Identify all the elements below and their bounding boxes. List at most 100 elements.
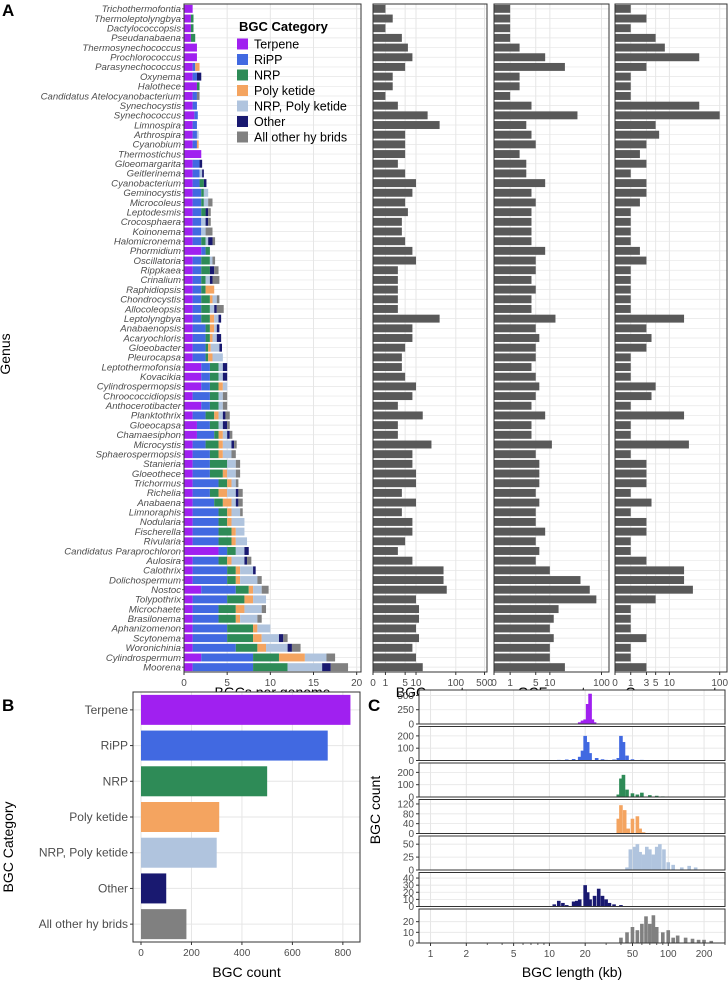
histogram-bin — [600, 759, 605, 761]
stacked-bar-segment — [266, 643, 288, 652]
count-bar — [373, 324, 413, 333]
count-bar — [615, 576, 685, 584]
legend-item-label: NRP — [254, 69, 280, 83]
genus-label: Arthrospira — [133, 130, 181, 141]
genus-label: Cyanobium — [132, 140, 181, 151]
stacked-bar-segment — [238, 488, 243, 497]
genus-label: Trichormus — [134, 479, 181, 490]
stacked-bar-segment — [190, 33, 196, 42]
stacked-bar-segment — [208, 343, 211, 352]
genus-label: Gloeocapsa — [130, 420, 181, 431]
y-tick-label: 0 — [408, 902, 414, 913]
stacked-bar-segment — [209, 324, 215, 333]
histogram-bin — [666, 862, 671, 870]
y-tick-label: 120 — [397, 799, 414, 810]
x-tick-label: 10 — [265, 678, 277, 689]
genus-label: Oxynema — [140, 72, 181, 83]
stacked-bar-segment — [227, 479, 232, 488]
stacked-bar-segment — [218, 547, 228, 555]
stacked-bar-segment — [190, 24, 194, 33]
genus-label: Koinonema — [132, 227, 181, 238]
stacked-bar-segment — [184, 595, 193, 604]
genus-label: Crinalium — [140, 275, 181, 286]
y-tick-label: 100 — [397, 744, 414, 755]
stacked-bar-segment — [248, 585, 254, 594]
stacked-bar-segment — [222, 372, 228, 381]
x-axis-title: BGC count — [212, 964, 281, 980]
stacked-bar-segment — [192, 266, 202, 275]
stacked-bar-segment — [330, 663, 349, 672]
count-bar — [615, 24, 631, 33]
stacked-bar-segment — [205, 237, 209, 246]
y-tick-label: 500 — [397, 691, 414, 702]
stacked-bar-segment — [184, 392, 193, 401]
facet-frame — [418, 908, 726, 944]
stacked-bar-segment — [184, 33, 191, 42]
stacked-bar-segment — [208, 208, 211, 217]
genus-label: Chamaesiphon — [116, 430, 181, 441]
stacked-bar-segment — [184, 459, 193, 468]
x-tick-label: 5 — [533, 678, 539, 689]
stacked-bar-segment — [184, 179, 193, 188]
facet-frame — [418, 872, 726, 907]
count-bar — [494, 527, 546, 536]
count-bar — [373, 353, 402, 362]
stacked-bar-segment — [261, 605, 267, 614]
facet-plot-area — [419, 763, 725, 797]
panel-frame — [493, 3, 610, 673]
count-bar — [494, 372, 536, 381]
histogram-bin — [635, 816, 640, 834]
stacked-bar-segment — [196, 421, 210, 430]
stacked-bar-segment — [227, 430, 230, 439]
stacked-bar-segment — [190, 14, 194, 23]
count-bar — [494, 130, 532, 139]
stacked-bar-segment — [205, 275, 210, 284]
count-bar — [494, 663, 565, 672]
y-tick-label: 20 — [403, 917, 415, 928]
stacked-bar-segment — [196, 72, 202, 81]
histogram-bin — [641, 832, 646, 834]
count-bar — [373, 527, 413, 536]
count-bar — [494, 53, 546, 62]
histogram-bin — [585, 892, 590, 907]
count-bar — [615, 508, 631, 517]
count-bar — [373, 372, 406, 381]
count-bar — [615, 266, 631, 275]
stacked-bar-segment — [227, 547, 236, 555]
stacked-bar-segment — [201, 275, 206, 284]
genus-label: Parasynechococcus — [95, 62, 181, 73]
histogram-bin — [580, 750, 585, 761]
stacked-bar-segment — [192, 285, 202, 294]
count-bar — [615, 314, 685, 323]
stacked-bar-segment — [184, 24, 191, 33]
histogram-bin — [583, 719, 587, 724]
stacked-bar-segment — [235, 614, 241, 623]
genus-label: Thermosynechococcus — [82, 43, 181, 54]
stacked-bar-segment — [184, 401, 202, 410]
stacked-bar-segment — [202, 169, 204, 178]
stacked-bar-segment — [231, 517, 245, 526]
stacked-bar-segment — [218, 411, 223, 420]
y-tick-label: 200 — [397, 768, 414, 779]
count-bar — [615, 53, 700, 62]
histogram-bin — [574, 900, 579, 907]
stacked-bar-segment — [253, 595, 267, 604]
count-bar — [494, 4, 511, 13]
histogram-bin — [625, 789, 629, 797]
count-bar — [494, 285, 536, 294]
count-bar — [615, 624, 631, 633]
stacked-bar-segment — [184, 634, 193, 643]
count-bar — [494, 256, 536, 265]
stacked-bar-segment — [184, 643, 193, 652]
stacked-bar-segment — [253, 634, 262, 643]
count-bar — [373, 411, 423, 420]
stacked-bar-segment — [278, 634, 284, 643]
count-bar — [494, 498, 540, 507]
stacked-bar-segment — [184, 517, 193, 526]
count-bar — [373, 440, 432, 449]
count-bar — [494, 595, 597, 604]
stacked-bar-segment — [196, 130, 199, 139]
histogram-bin — [588, 899, 592, 907]
count-bar — [615, 450, 631, 459]
